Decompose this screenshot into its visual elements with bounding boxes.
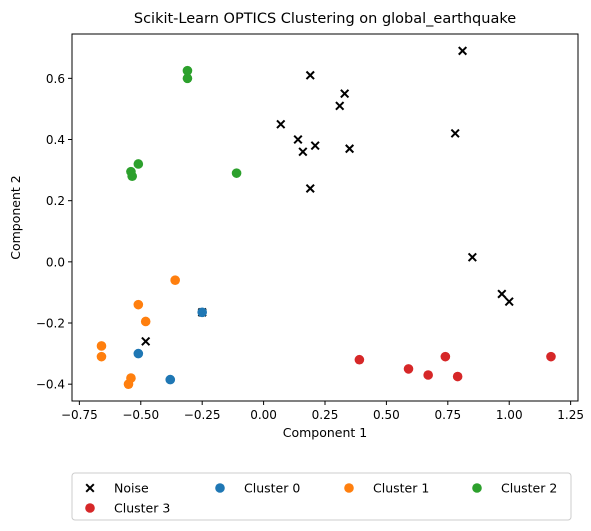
plot-frame	[71, 33, 579, 402]
x-stroke	[504, 297, 514, 307]
legend: Noise Cluster 0 Cluster 1 Cluster 2 Cluster …	[71, 472, 572, 521]
x-stroke	[335, 101, 345, 111]
x-stroke	[497, 289, 507, 299]
series-noise	[141, 46, 514, 346]
noise-point	[305, 183, 315, 193]
cluster-point	[123, 379, 134, 389]
cluster-point	[133, 299, 144, 310]
x-stroke	[293, 135, 303, 145]
noise-point	[310, 141, 320, 151]
cluster-point	[182, 65, 193, 76]
y-tick-label: 0.4	[46, 133, 65, 147]
x-tick-label: 0.75	[434, 408, 461, 422]
legend-dot-marker	[215, 483, 225, 493]
noise-point	[298, 147, 308, 157]
legend-x-marker	[85, 483, 95, 493]
legend-item: Cluster 1	[344, 481, 429, 496]
noise-point	[504, 297, 514, 307]
series-cluster-2	[126, 65, 242, 182]
cluster-point	[127, 171, 137, 182]
cluster-point	[452, 371, 463, 382]
cluster-point	[170, 275, 180, 285]
series-cluster-3	[354, 351, 556, 382]
x-stroke	[467, 252, 477, 262]
noise-point	[141, 336, 151, 346]
legend-item: Cluster 3	[85, 501, 170, 516]
cluster-point	[96, 341, 107, 351]
cluster-point	[182, 73, 193, 84]
x-stroke	[340, 89, 350, 99]
legend-item: Cluster 2	[472, 481, 557, 496]
noise-point	[276, 119, 286, 129]
noise-point	[467, 252, 477, 262]
x-stroke	[141, 336, 151, 346]
y-tick-label: 0.2	[46, 194, 65, 208]
cluster-point	[133, 348, 144, 359]
cluster-point	[403, 364, 414, 374]
cluster-point	[231, 168, 242, 178]
legend-label: Cluster 3	[114, 501, 170, 516]
cluster-point	[197, 307, 207, 318]
x-tick-label: −0.50	[122, 408, 159, 422]
x-stroke	[458, 46, 468, 56]
x-tick-label: 0.50	[373, 408, 400, 422]
x-stroke	[276, 119, 286, 129]
legend-frame	[71, 472, 572, 521]
legend-dot-marker	[344, 483, 354, 493]
x-tick-label: 1.25	[557, 408, 584, 422]
x-stroke	[305, 70, 315, 80]
x-tick-label: 0.00	[250, 408, 277, 422]
x-tick-label: 0.25	[312, 408, 339, 422]
y-tick-label: 0.6	[46, 72, 65, 86]
noise-point	[305, 70, 315, 80]
y-tick-label: 0.0	[46, 255, 65, 269]
legend-label: Noise	[114, 481, 149, 496]
y-axis-label: Component 2	[8, 175, 23, 260]
legend-dot-marker	[472, 483, 482, 493]
legend-label: Cluster 2	[501, 481, 557, 496]
series-cluster-0	[133, 307, 207, 385]
chart-title: Scikit-Learn OPTICS Clustering on global…	[134, 11, 516, 27]
cluster-point	[354, 354, 365, 365]
legend-label: Cluster 0	[244, 481, 300, 496]
series-cluster-1	[96, 275, 180, 389]
noise-point	[335, 101, 345, 111]
noise-point	[458, 46, 468, 56]
noise-point	[345, 144, 355, 154]
legend-item: Noise	[85, 481, 149, 496]
x-stroke	[305, 183, 315, 193]
x-tick-label: 1.00	[496, 408, 523, 422]
noise-point	[340, 89, 350, 99]
cluster-point	[423, 370, 433, 380]
cluster-point	[133, 159, 144, 169]
noise-point	[497, 289, 507, 299]
noise-point	[450, 128, 460, 138]
cluster-point	[440, 351, 451, 362]
cluster-point	[546, 351, 556, 362]
legend-item: Cluster 0	[215, 481, 300, 496]
legend-dot-marker	[85, 503, 95, 513]
cluster-point	[96, 351, 107, 362]
x-stroke	[85, 483, 95, 493]
cluster-point	[165, 374, 176, 385]
cluster-point	[140, 316, 151, 327]
legend-label: Cluster 1	[373, 481, 429, 496]
x-stroke	[310, 141, 320, 151]
x-stroke	[450, 128, 460, 138]
noise-point	[293, 135, 303, 145]
x-stroke	[298, 147, 308, 157]
x-tick-label: −0.75	[61, 408, 98, 422]
y-tick-label: −0.4	[36, 378, 65, 392]
y-tick-label: −0.2	[36, 317, 65, 331]
x-axis-label: Component 1	[283, 425, 368, 440]
x-tick-label: −0.25	[184, 408, 221, 422]
x-stroke	[345, 144, 355, 154]
